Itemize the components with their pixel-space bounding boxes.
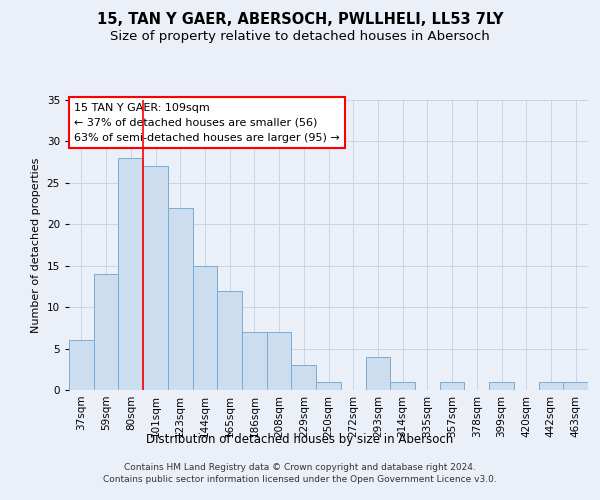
Bar: [168, 208, 193, 390]
Bar: [267, 332, 292, 390]
Text: Distribution of detached houses by size in Abersoch: Distribution of detached houses by size …: [146, 432, 454, 446]
Text: 15 TAN Y GAER: 109sqm
← 37% of detached houses are smaller (56)
63% of semi-deta: 15 TAN Y GAER: 109sqm ← 37% of detached …: [74, 103, 340, 142]
Bar: [217, 290, 242, 390]
Bar: [143, 166, 168, 390]
Bar: [489, 382, 514, 390]
Bar: [69, 340, 94, 390]
Bar: [316, 382, 341, 390]
Text: Contains HM Land Registry data © Crown copyright and database right 2024.: Contains HM Land Registry data © Crown c…: [124, 462, 476, 471]
Bar: [563, 382, 588, 390]
Bar: [118, 158, 143, 390]
Bar: [94, 274, 118, 390]
Bar: [539, 382, 563, 390]
Bar: [242, 332, 267, 390]
Bar: [193, 266, 217, 390]
Bar: [440, 382, 464, 390]
Text: Contains public sector information licensed under the Open Government Licence v3: Contains public sector information licen…: [103, 475, 497, 484]
Bar: [292, 365, 316, 390]
Text: Size of property relative to detached houses in Abersoch: Size of property relative to detached ho…: [110, 30, 490, 43]
Text: 15, TAN Y GAER, ABERSOCH, PWLLHELI, LL53 7LY: 15, TAN Y GAER, ABERSOCH, PWLLHELI, LL53…: [97, 12, 503, 28]
Bar: [365, 357, 390, 390]
Y-axis label: Number of detached properties: Number of detached properties: [31, 158, 41, 332]
Bar: [390, 382, 415, 390]
